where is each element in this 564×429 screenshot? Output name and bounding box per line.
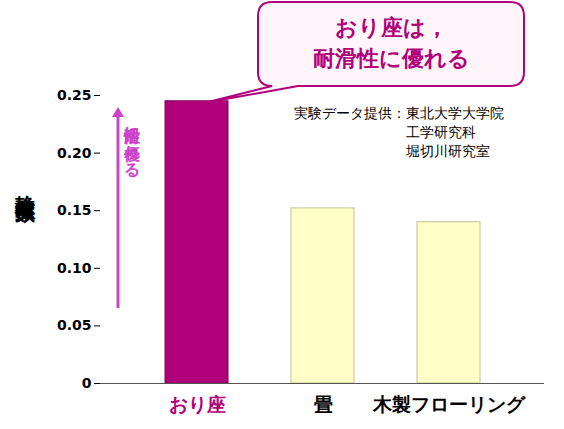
html-text:静摩擦係数: 静摩擦係数 [13, 179, 37, 189]
html-text:堀切川研究室: 堀切川研究室 [406, 143, 490, 159]
svg-text:0.20: 0.20 [57, 145, 92, 161]
svg-text:木製フローリング: 木製フローリング [372, 393, 526, 415]
svg-text:おり座: おり座 [169, 393, 226, 415]
html-text:耐滑性に優れる: 耐滑性に優れる [312, 46, 470, 71]
html-text:実験データ提供：東北大学大学院: 実験データ提供：東北大学大学院 [294, 105, 504, 121]
html-text:おり座は，: おり座は， [334, 15, 448, 40]
html-text:耐滑性に優れる: 耐滑性に優れる [123, 115, 142, 169]
html-text:工学研究科: 工学研究科 [406, 124, 476, 140]
svg-text:畳: 畳 [314, 393, 333, 415]
svg-text:0.15: 0.15 [57, 202, 92, 218]
svg-text:0: 0 [82, 375, 92, 391]
svg-text:0.10: 0.10 [57, 260, 92, 276]
svg-text:0.05: 0.05 [57, 317, 92, 333]
svg-text:0.25: 0.25 [57, 87, 92, 103]
